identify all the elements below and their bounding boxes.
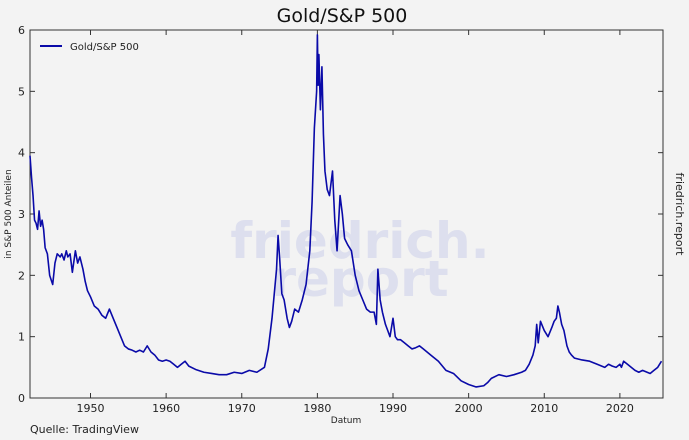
brand-label: friedrich.report bbox=[673, 173, 686, 257]
series-line-gold-sp500 bbox=[29, 34, 663, 388]
y-axis-label: in S&P 500 Anteilen bbox=[4, 169, 14, 258]
legend: Gold/S&P 500 bbox=[40, 42, 139, 53]
y-tick-label: 2 bbox=[18, 269, 25, 282]
source-label: Quelle: TradingView bbox=[30, 423, 139, 436]
y-tick-label: 6 bbox=[18, 24, 25, 37]
x-tick-label: 1960 bbox=[152, 402, 180, 415]
x-axis: 1950 1960 1970 1980 1990 2000 2010 2020 bbox=[77, 30, 634, 415]
x-tick-label: 1990 bbox=[379, 402, 407, 415]
chart-title: Gold/S&P 500 bbox=[277, 5, 408, 27]
x-tick-label: 1950 bbox=[77, 402, 105, 415]
watermark-text-1: report bbox=[271, 250, 448, 308]
x-tick-label: 2000 bbox=[455, 402, 483, 415]
watermark: friedrich.report bbox=[230, 212, 489, 308]
x-tick-label: 1980 bbox=[303, 402, 331, 415]
y-tick-label: 0 bbox=[18, 392, 25, 405]
watermark-text-0: friedrich. bbox=[230, 212, 489, 270]
y-tick-label: 5 bbox=[18, 85, 25, 98]
y-tick-label: 3 bbox=[18, 208, 25, 221]
x-tick-label: 2010 bbox=[530, 402, 558, 415]
y-tick-label: 4 bbox=[18, 147, 25, 160]
x-tick-label: 1970 bbox=[228, 402, 256, 415]
x-tick-label: 2020 bbox=[606, 402, 634, 415]
y-tick-label: 1 bbox=[18, 331, 25, 344]
legend-label: Gold/S&P 500 bbox=[70, 42, 139, 53]
x-axis-label: Datum bbox=[331, 416, 361, 426]
y-axis: 0 1 2 3 4 5 6 bbox=[18, 24, 663, 405]
